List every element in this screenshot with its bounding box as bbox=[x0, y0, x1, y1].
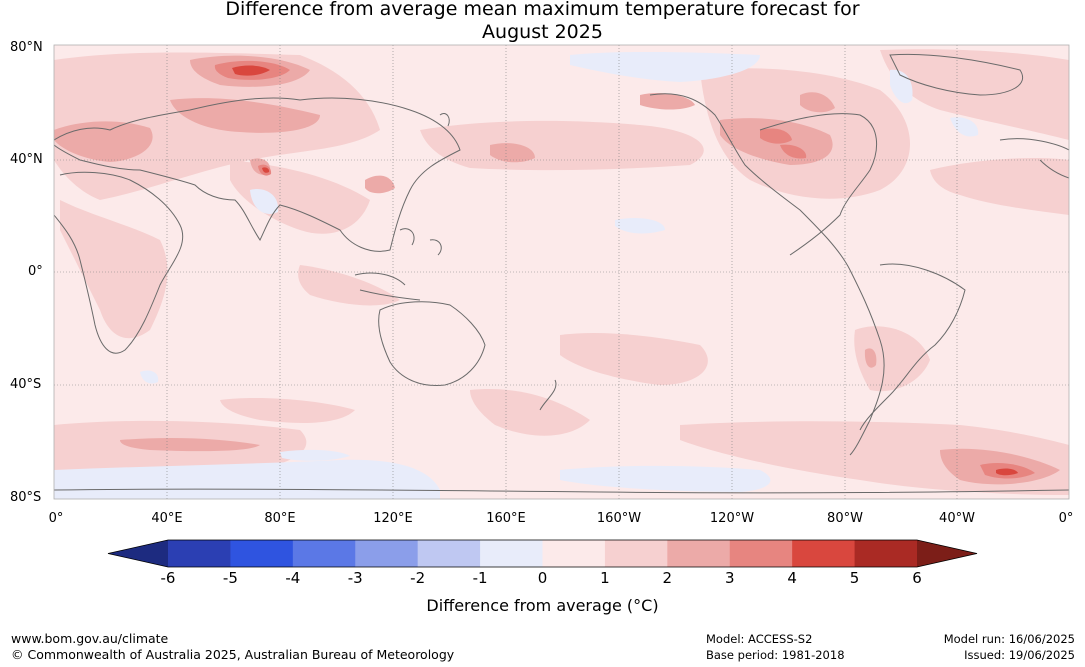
colorbar-tick-label: -6 bbox=[160, 569, 176, 587]
colorbar-outline bbox=[107, 539, 978, 568]
colorbar-swatch bbox=[854, 540, 918, 567]
colorbar-tick-label: 0 bbox=[537, 569, 548, 587]
colorbar-tick-label: 2 bbox=[662, 569, 673, 587]
colorbar-tick-label: -1 bbox=[472, 569, 488, 587]
colorbar-over-arrow bbox=[917, 540, 977, 567]
copyright-text: © Commonwealth of Australia 2025, Austra… bbox=[11, 647, 455, 662]
colorbar-swatch bbox=[168, 540, 231, 567]
colorbar-swatch bbox=[729, 540, 793, 567]
colorbar-tick-label: 4 bbox=[787, 569, 797, 587]
lon-label-40e: 40°E bbox=[151, 511, 183, 526]
colorbar bbox=[107, 539, 978, 568]
colorbar-swatch bbox=[542, 540, 606, 567]
lon-label-40w: 40°W bbox=[939, 511, 975, 526]
lon-label-80w: 80°W bbox=[827, 511, 863, 526]
lon-label-80e: 80°E bbox=[264, 511, 296, 526]
colorbar-tick-label: -2 bbox=[410, 569, 426, 587]
colorbar-swatch bbox=[792, 540, 856, 567]
lat-label-80s: 80°S bbox=[10, 490, 42, 505]
lon-label-120w: 120°W bbox=[709, 511, 755, 526]
website-link[interactable]: www.bom.gov.au/climate bbox=[11, 631, 169, 646]
colorbar-tick-label: 3 bbox=[724, 569, 735, 587]
colorbar-tick-label: 1 bbox=[600, 569, 610, 587]
colorbar-swatch bbox=[604, 540, 668, 567]
lon-label-160w: 160°W bbox=[596, 511, 642, 526]
colorbar-tick-label: 5 bbox=[849, 569, 860, 587]
coastlines bbox=[54, 53, 1069, 494]
colorbar-label: Difference from average (°C) bbox=[426, 596, 659, 615]
graticule bbox=[54, 45, 1069, 499]
lat-label-40n: 40°N bbox=[10, 152, 43, 167]
lon-label-120e: 120°E bbox=[373, 511, 413, 526]
lat-label-40s: 40°S bbox=[10, 377, 42, 392]
anomaly-2-to-3-regions bbox=[54, 55, 1060, 485]
colorbar-swatch bbox=[355, 540, 419, 567]
map-title-month: August 2025 bbox=[482, 21, 603, 43]
issued-date: Issued: 19/06/2025 bbox=[964, 648, 1075, 662]
colorbar-under-arrow bbox=[108, 540, 168, 567]
lon-label-0-east: 0° bbox=[1058, 511, 1074, 526]
base-period: Base period: 1981-2018 bbox=[706, 648, 845, 662]
lon-label-160e: 160°E bbox=[486, 511, 526, 526]
colorbar-swatch bbox=[417, 540, 481, 567]
colorbar-tick-label: -5 bbox=[222, 569, 238, 587]
map-frame bbox=[53, 44, 1070, 500]
anomaly-4-plus-regions bbox=[232, 65, 1018, 476]
model-name: Model: ACCESS-S2 bbox=[706, 632, 813, 646]
colorbar-tick-label: -3 bbox=[347, 569, 363, 587]
colorbar-tick-label: 6 bbox=[912, 569, 922, 587]
model-run-date: Model run: 16/06/2025 bbox=[943, 632, 1075, 646]
lat-label-80n: 80°N bbox=[10, 40, 43, 55]
lon-label-0-west: 0° bbox=[48, 511, 64, 526]
map-title: Difference from average mean maximum tem… bbox=[225, 0, 860, 20]
lat-label-equator: 0° bbox=[28, 264, 43, 279]
colorbar-swatch bbox=[667, 540, 731, 567]
colorbar-swatch bbox=[292, 540, 356, 567]
colorbar-swatch bbox=[230, 540, 294, 567]
colorbar-tick-label: -4 bbox=[285, 569, 301, 587]
colorbar-swatch bbox=[480, 540, 543, 567]
